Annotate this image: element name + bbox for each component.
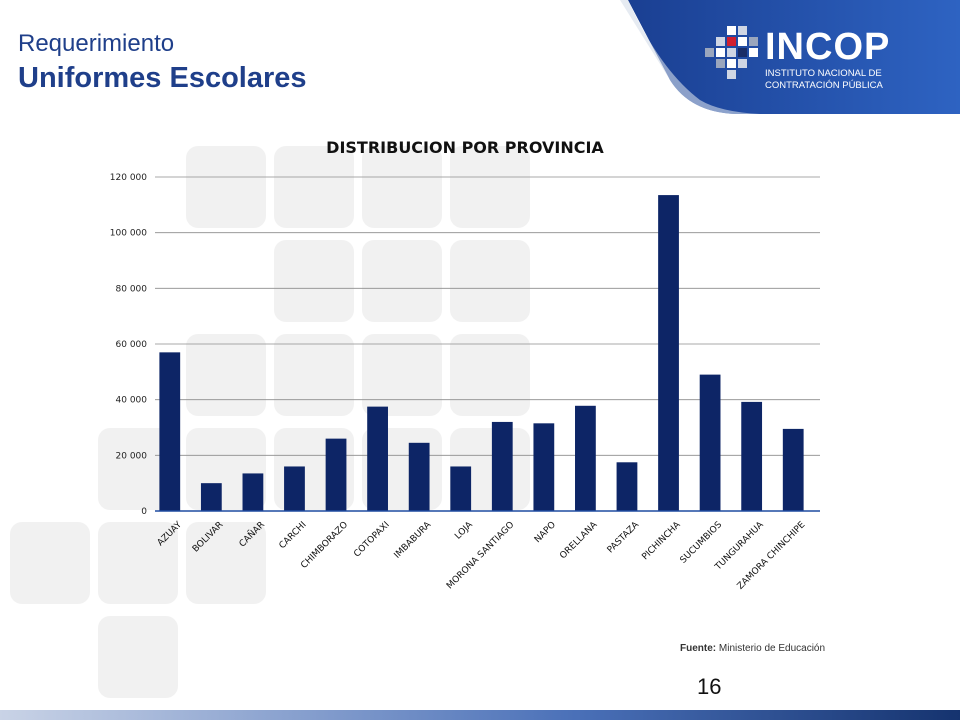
bar-bolivar xyxy=(200,483,222,511)
y-axis-ticks: 0 20 000 40 000 60 000 80 000 100 000 120 000 xyxy=(110,173,147,517)
slide-title: Uniformes Escolares xyxy=(18,62,307,94)
logo-line2: CONTRATACIÓN PÚBLICA xyxy=(765,80,883,91)
bg-tile xyxy=(186,146,266,228)
bar-napo xyxy=(533,423,555,511)
source-text: Ministerio de Educación xyxy=(718,643,826,654)
bar-tungurahua xyxy=(741,401,763,511)
bg-tile xyxy=(450,146,530,228)
bg-tile xyxy=(274,146,354,228)
bg-tile xyxy=(362,146,442,228)
x-tick-label: PASTAZA xyxy=(606,519,642,555)
slide-subtitle: Requerimiento xyxy=(18,30,175,57)
source-label: Fuente: xyxy=(680,643,717,654)
x-tick-label: CAÑAR xyxy=(237,519,267,549)
bg-tile xyxy=(98,522,178,604)
logo-name: INCOP xyxy=(765,26,891,68)
page-number: 16 xyxy=(697,674,722,699)
bg-tile xyxy=(10,522,90,604)
bar-morona-santiago xyxy=(491,421,513,511)
y-tick-label: 100 000 xyxy=(110,229,147,239)
chart-title: DISTRIBUCION POR PROVINCIA xyxy=(326,138,604,157)
x-tick-label: SUCUMBIOS xyxy=(679,520,725,566)
x-tick-label: CARCHI xyxy=(278,520,309,551)
x-tick-label: ZAMORA CHINCHIPE xyxy=(736,520,808,592)
y-tick-label: 60 000 xyxy=(116,340,148,350)
y-tick-label: 120 000 xyxy=(110,173,147,183)
bg-tile xyxy=(450,240,530,322)
bar-cotopaxi xyxy=(367,406,388,511)
bar-orellana xyxy=(575,405,596,511)
bg-tile xyxy=(362,240,442,322)
x-tick-label: COTOPAXI xyxy=(352,520,391,559)
x-tick-label: LOJA xyxy=(453,519,475,541)
header-swoosh xyxy=(620,0,960,114)
footer-bar xyxy=(0,710,960,720)
x-tick-label: BOLIVAR xyxy=(191,520,225,554)
y-tick-label: 80 000 xyxy=(116,284,148,294)
bars xyxy=(159,195,804,511)
bar-pastaza xyxy=(616,462,638,511)
bar-cañar xyxy=(242,473,264,511)
x-tick-label: PICHINCHA xyxy=(640,519,683,562)
incop-logo: INCOP INSTITUTO NACIONAL DE CONTRATACIÓN… xyxy=(705,20,945,91)
y-tick-label: 0 xyxy=(141,507,147,517)
logo-squares-icon xyxy=(705,26,758,79)
bar-pichincha xyxy=(658,195,679,511)
bg-tile xyxy=(274,334,354,416)
bg-tile xyxy=(274,240,354,322)
logo-line1: INSTITUTO NACIONAL DE xyxy=(765,68,882,79)
bg-tile xyxy=(362,334,442,416)
bar-imbabura xyxy=(408,442,430,511)
x-tick-label: IMBABURA xyxy=(393,519,434,560)
bar-zamora-chinchipe xyxy=(782,428,804,511)
source-note: Fuente: Ministerio de Educación xyxy=(680,643,825,654)
bar-chimborazo xyxy=(325,438,347,511)
bar-loja xyxy=(450,466,472,511)
bar-azuay xyxy=(159,352,181,511)
bg-tile xyxy=(98,616,178,698)
bg-tile xyxy=(186,522,266,604)
x-tick-label: NAPO xyxy=(533,520,558,545)
x-tick-label: AZUAY xyxy=(156,520,185,549)
bar-sucumbios xyxy=(699,374,721,511)
bg-tile xyxy=(450,334,530,416)
x-tick-label: ORELLANA xyxy=(558,519,600,561)
y-tick-label: 20 000 xyxy=(116,451,148,461)
y-tick-label: 40 000 xyxy=(116,396,148,406)
bar-carchi xyxy=(284,466,305,511)
bg-tile xyxy=(186,334,266,416)
